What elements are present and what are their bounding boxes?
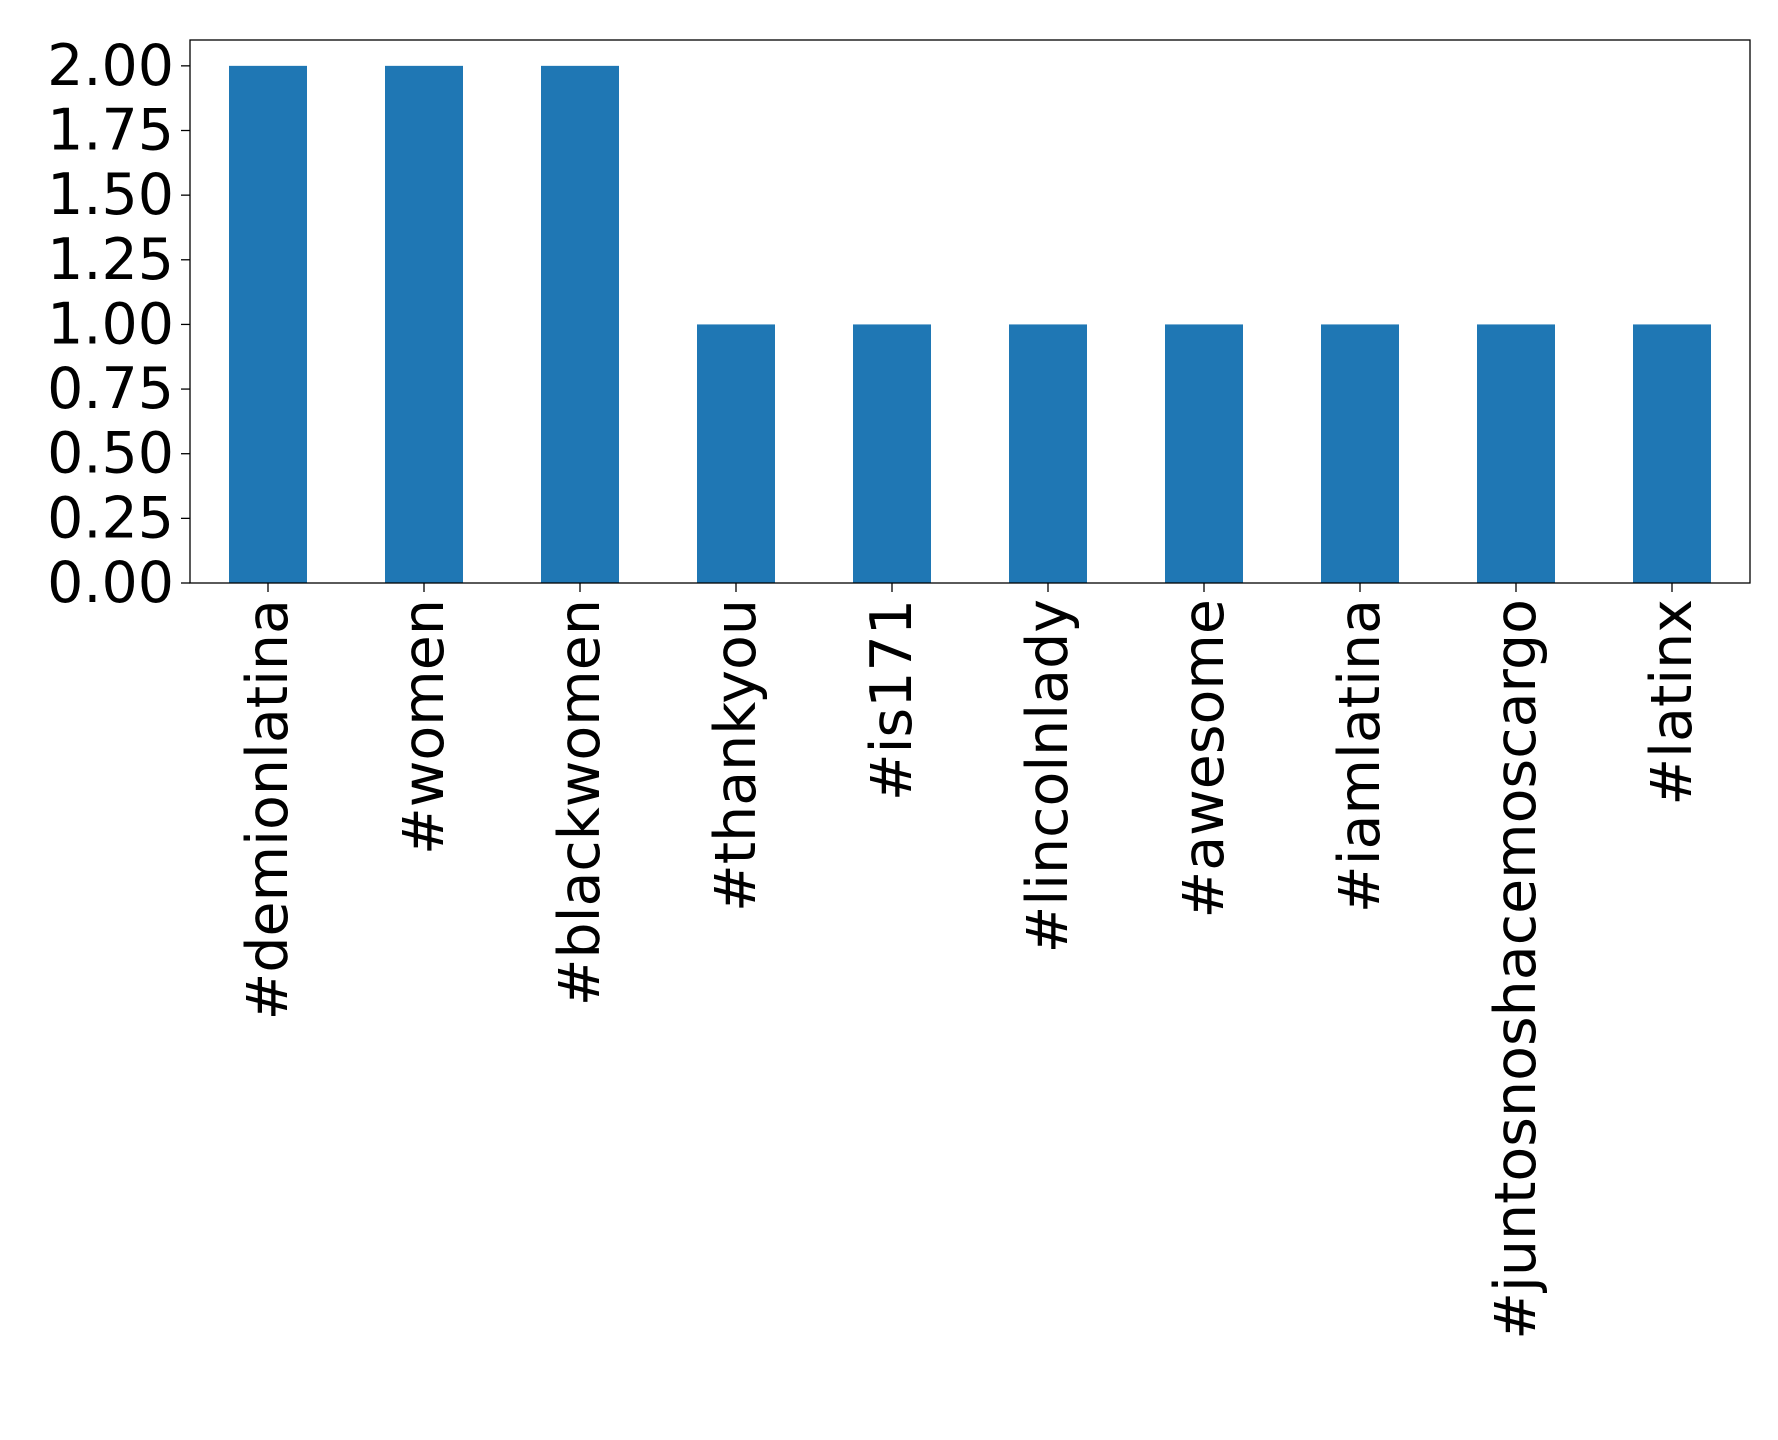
x-tick-label: #juntosnoshacemoscargo — [1483, 599, 1549, 1340]
y-tick-label: 0.25 — [47, 485, 174, 551]
bar-iamlatina — [1321, 324, 1399, 583]
bars-layer — [229, 65, 1711, 584]
bar-juntosnoshacemoscargo — [1477, 324, 1555, 583]
bar-latinx — [1633, 324, 1711, 583]
bar-is171 — [853, 324, 931, 583]
x-tick-label: #latinx — [1639, 599, 1705, 806]
bar-awesome — [1165, 324, 1243, 583]
plot-frame — [189, 39, 1751, 584]
x-tick-label: #thankyou — [703, 599, 769, 912]
bar-women — [385, 65, 463, 584]
x-tick-label: #is171 — [859, 599, 925, 801]
y-tick-label: 0.75 — [47, 356, 174, 422]
bar-lincolnlady — [1009, 324, 1087, 583]
bar-demionlatina — [229, 65, 307, 584]
x-tick-label: #demionlatina — [235, 599, 301, 1020]
y-tick-label: 1.75 — [47, 98, 174, 164]
y-axis: 0.000.250.500.751.001.251.501.752.00 — [47, 33, 190, 616]
x-tick-label: #iamlatina — [1327, 599, 1393, 913]
y-tick-label: 1.00 — [47, 291, 174, 357]
y-tick-label: 2.00 — [47, 33, 174, 99]
bar-thankyou — [697, 324, 775, 583]
x-tick-label: #women — [391, 599, 457, 855]
y-tick-label: 1.50 — [47, 162, 174, 228]
x-tick-label: #lincolnlady — [1015, 599, 1081, 953]
x-tick-label: #blackwomen — [547, 599, 613, 1006]
x-axis: #demionlatina #women #blackwomen #thankyou #… — [235, 583, 1705, 1340]
x-tick-label: #awesome — [1171, 599, 1237, 919]
y-tick-label: 1.25 — [47, 227, 174, 293]
bar-blackwomen — [541, 65, 619, 584]
y-tick-label: 0.50 — [47, 421, 174, 487]
y-tick-label: 0.00 — [47, 550, 174, 616]
